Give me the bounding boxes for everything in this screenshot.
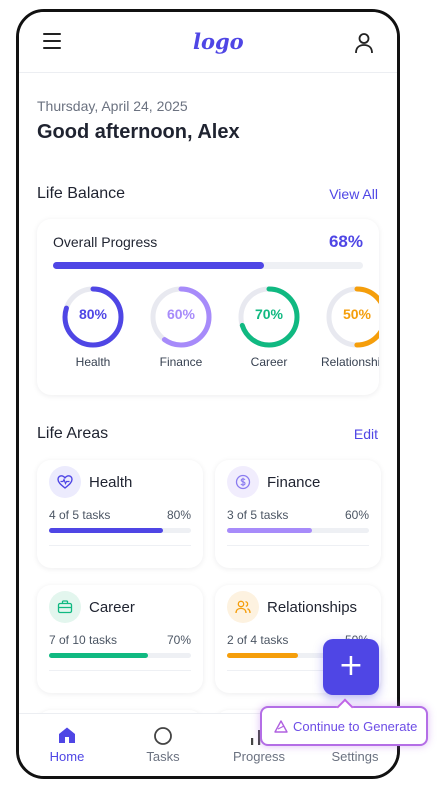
area-percent: 60% [344,508,369,522]
nav-home-label: Home [49,749,85,764]
edit-link[interactable]: Edit [353,426,378,442]
area-progress-fill [49,653,149,658]
area-progress-bar [227,653,369,658]
divider [49,545,191,546]
area-name: Health [89,474,133,491]
area-progress-fill [227,528,313,533]
area-tasks: 4 of 5 tasks [49,508,111,522]
add-fab-button[interactable]: + [323,639,379,695]
area-icon-bg [227,591,259,623]
overall-progress-value: 68% [328,232,363,251]
briefcase-icon [57,600,73,614]
ring-finance-value: 60% [166,306,196,322]
view-all-link[interactable]: View All [329,186,378,202]
continue-to-generate-label: Continue to Generate [293,719,418,734]
ring-finance[interactable]: 60% Finance [141,285,221,369]
ring-health[interactable]: 80% Health [53,285,133,369]
ring-finance-label: Finance [159,355,203,369]
divider [227,670,369,671]
area-progress-bar [49,528,191,533]
ring-relationships[interactable]: 50% Relationships [317,285,379,369]
area-tasks: 2 of 4 tasks [227,633,289,647]
divider [49,670,191,671]
area-name: Career [89,599,135,616]
heart-pulse-icon [57,475,73,489]
area-progress-bar [227,528,369,533]
nav-settings-label: Settings [331,749,379,764]
dollar-coin-icon [235,474,251,490]
ring-health-label: Health [75,355,111,369]
life-balance-card: Overall Progress 68% 80% Health 60% [37,219,379,395]
area-progress-bar [49,653,191,658]
area-percent: 70% [166,633,191,647]
area-card-partial[interactable] [37,710,203,713]
area-icon-bg [49,466,81,498]
phone-frame: logo Thursday, April 24, 2025 Good after… [16,9,400,779]
ring-relationships-chart [326,286,379,348]
area-icon-bg [227,466,259,498]
area-card-finance[interactable]: Finance 3 of 5 tasks 60% [215,460,381,568]
life-areas-title: Life Areas [37,425,109,442]
overall-progress-label: Overall Progress [53,234,158,250]
hamburger-menu-icon[interactable] [43,33,61,49]
current-date: Thursday, April 24, 2025 [37,98,188,114]
area-tasks: 3 of 5 tasks [227,508,289,522]
users-icon [235,600,251,614]
app-logo[interactable]: logo [193,29,244,54]
greeting-title: Good afternoon, Alex [37,121,240,143]
area-name: Finance [267,474,321,491]
ring-career-label: Career [250,355,288,369]
home-icon [59,727,75,743]
overall-progress-fill [53,262,264,269]
main-content[interactable]: Thursday, April 24, 2025 Good afternoon,… [19,73,397,713]
magic-triangle-icon [274,720,288,733]
app-header: logo [19,12,397,73]
circle-icon [154,727,172,745]
nav-progress-label: Progress [232,749,286,764]
area-progress-fill [49,528,163,533]
ring-career[interactable]: 70% Career [229,285,309,369]
ring-finance-chart [150,286,212,348]
overall-progress-bar [53,262,363,269]
ring-health-chart [62,286,124,348]
area-progress-fill [227,653,298,658]
nav-home[interactable]: Home [19,714,115,776]
area-card-career[interactable]: Career 7 of 10 tasks 70% [37,585,203,693]
life-balance-title: Life Balance [37,185,126,202]
ring-relationships-label: Relationships [320,355,379,369]
area-card-health[interactable]: Health 4 of 5 tasks 80% [37,460,203,568]
ring-career-value: 70% [254,306,284,322]
area-percent: 80% [166,508,191,522]
nav-tasks-label: Tasks [146,749,180,764]
area-tasks: 7 of 10 tasks [49,633,118,647]
ring-health-value: 80% [78,306,108,322]
divider [227,545,369,546]
area-name: Relationships [267,599,358,616]
ring-career-chart [238,286,300,348]
ring-relationships-value: 50% [342,306,372,322]
nav-tasks[interactable]: Tasks [115,714,211,776]
user-profile-icon[interactable] [354,32,374,54]
area-icon-bg [49,591,81,623]
